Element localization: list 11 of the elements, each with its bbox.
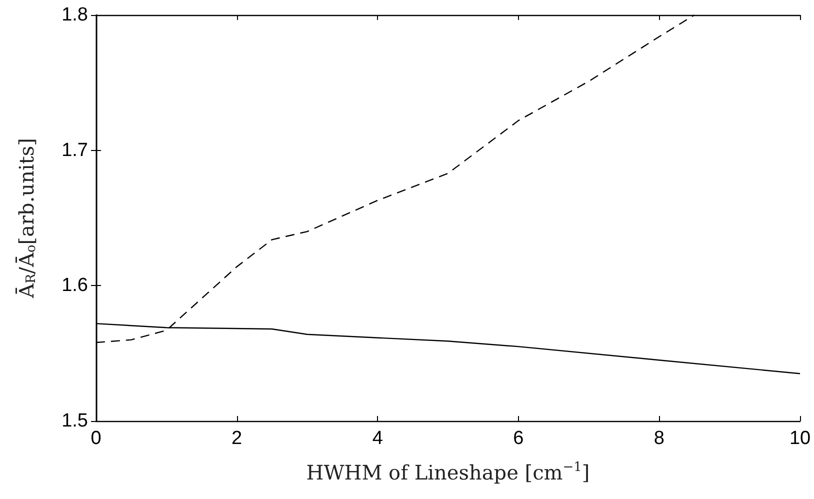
x-tick-label: 4 bbox=[372, 428, 384, 449]
y-tick-label: 1.8 bbox=[62, 4, 88, 26]
x-tick-label: 8 bbox=[654, 428, 664, 449]
x-tick-label: 6 bbox=[513, 428, 524, 449]
y-axis-title: ĀR/Āo[arb.units] bbox=[14, 138, 39, 299]
x-tick-label: 2 bbox=[232, 428, 242, 449]
x-tick-label: 10 bbox=[789, 428, 811, 449]
y-tick-label: 1.6 bbox=[62, 275, 88, 296]
y-tick-label: 1.5 bbox=[62, 410, 88, 432]
x-tick-label: 0 bbox=[90, 428, 102, 449]
y-tick-label: 1.7 bbox=[62, 140, 88, 161]
